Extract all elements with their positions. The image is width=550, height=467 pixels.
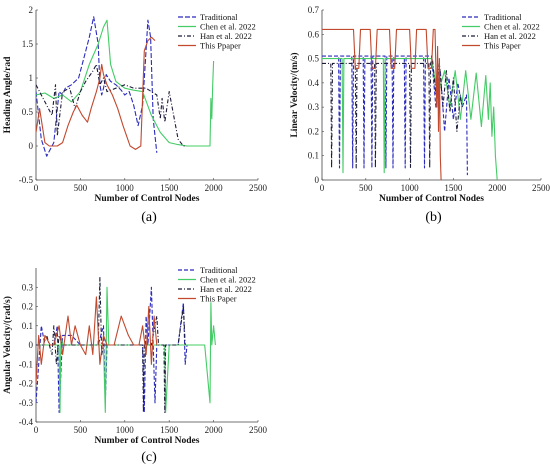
y-tick-label: 0.2 bbox=[308, 126, 319, 136]
panel-a: 0 500 1000 1500 2000 2500-0.500.511.52Number … bbox=[3, 5, 268, 225]
legend-label-4: This Paper bbox=[200, 294, 237, 304]
legend-label-1: Traditional bbox=[200, 265, 238, 275]
legend-label-4: This Ppaper bbox=[200, 41, 241, 51]
legend-label-3: Han et al. 2022 bbox=[484, 31, 536, 41]
y-tick-label: 0.5 bbox=[22, 107, 34, 117]
y-tick-label: 0 bbox=[315, 175, 320, 185]
x-axis-label: Number of Control Nodes bbox=[95, 194, 200, 204]
y-axis-label: Heading Angle/rad bbox=[3, 56, 13, 134]
y-tick-label: -0.2 bbox=[19, 379, 33, 389]
legend-label-2: Chen et al. 2022 bbox=[484, 22, 540, 32]
x-tick-label: 1000 bbox=[401, 183, 420, 193]
panel-b: 0 500 1000 1500 2000 2500 0 0.1 0.2 0.3 0.4 0.5 0.6 0… bbox=[289, 5, 550, 225]
y-tick-label: 0 bbox=[29, 141, 34, 151]
y-axis-label: Linear Velocity/(m/s) bbox=[289, 52, 300, 137]
series-line-1 bbox=[322, 55, 468, 176]
legend-label-3: Han et al. 2022 bbox=[200, 284, 252, 294]
y-tick-label: 0.7 bbox=[308, 5, 320, 15]
legend-label-1: Traditional bbox=[200, 12, 238, 22]
legend-label-3: Han et al. 2022 bbox=[200, 31, 252, 41]
x-axis-label: Number of Control Nodes bbox=[379, 194, 484, 204]
plot-area bbox=[36, 16, 215, 157]
y-tick-label: 0.5 bbox=[308, 54, 320, 64]
legend-label-4: This Paper bbox=[484, 41, 521, 51]
y-tick-label: -0.4 bbox=[19, 417, 34, 427]
y-tick-label: 0.1 bbox=[22, 321, 33, 331]
x-tick-label: 500 bbox=[74, 425, 88, 435]
x-tick-label: 1000 bbox=[116, 425, 135, 435]
series-line-3 bbox=[36, 63, 186, 147]
panel-caption: (b) bbox=[425, 210, 442, 225]
x-tick-label: 0 bbox=[34, 425, 39, 435]
x-tick-label: 500 bbox=[74, 183, 88, 193]
y-tick-label: 0.3 bbox=[308, 102, 320, 112]
x-tick-label: 2000 bbox=[205, 183, 224, 193]
y-axis-label: Angular Velocity/(rad/s) bbox=[2, 296, 13, 394]
x-tick-label: 2500 bbox=[249, 183, 268, 193]
series-line-2 bbox=[36, 286, 216, 413]
x-tick-label: 0 bbox=[320, 183, 325, 193]
legend-label-2: Chen et al. 2022 bbox=[200, 275, 256, 285]
y-tick-label: 0.4 bbox=[308, 78, 320, 88]
x-tick-label: 2000 bbox=[205, 425, 224, 435]
y-tick-label: 0 bbox=[29, 340, 34, 350]
y-tick-label: 0.1 bbox=[308, 151, 319, 161]
series-line-4 bbox=[36, 36, 156, 150]
series-line-4 bbox=[322, 28, 442, 180]
panel-caption: (a) bbox=[141, 210, 157, 225]
series-line-1 bbox=[36, 16, 158, 157]
series-line-3 bbox=[322, 58, 463, 169]
legend-label-1: Traditional bbox=[484, 12, 522, 22]
y-tick-label: -0.5 bbox=[19, 175, 34, 185]
series-line-3 bbox=[36, 277, 186, 413]
x-tick-label: 1500 bbox=[160, 425, 179, 435]
legend-label-2: Chen et al. 2022 bbox=[200, 22, 256, 32]
x-tick-label: 1500 bbox=[444, 183, 463, 193]
y-tick-label: 0.6 bbox=[308, 29, 320, 39]
x-tick-label: 500 bbox=[359, 183, 373, 193]
plot-area bbox=[322, 28, 498, 180]
y-tick-label: 1.5 bbox=[22, 39, 34, 49]
y-tick-label: 0.2 bbox=[22, 302, 33, 312]
panel-caption: (c) bbox=[141, 450, 157, 465]
series-line-2 bbox=[322, 58, 498, 180]
y-tick-label: -0.3 bbox=[19, 398, 34, 408]
y-tick-label: 2 bbox=[29, 5, 34, 15]
series-line-2 bbox=[36, 19, 215, 147]
panel-c: 0 500 1000 1500 2000 2500 -0.4 -0.3 -0.2 -0.1 0 0.1… bbox=[2, 265, 268, 465]
x-tick-label: 0 bbox=[34, 183, 39, 193]
y-tick-label: 1 bbox=[29, 73, 34, 83]
y-tick-label: -0.1 bbox=[19, 359, 33, 369]
x-tick-label: 2500 bbox=[249, 425, 268, 435]
plot-area bbox=[36, 277, 216, 413]
x-axis-label: Number of Control Nodes bbox=[95, 436, 200, 446]
series-line-4 bbox=[36, 296, 158, 384]
y-tick-label: 0.3 bbox=[22, 282, 34, 292]
x-tick-label: 1000 bbox=[116, 183, 135, 193]
x-tick-label: 1500 bbox=[160, 183, 179, 193]
x-tick-label: 2500 bbox=[532, 183, 550, 193]
x-tick-label: 2000 bbox=[488, 183, 507, 193]
